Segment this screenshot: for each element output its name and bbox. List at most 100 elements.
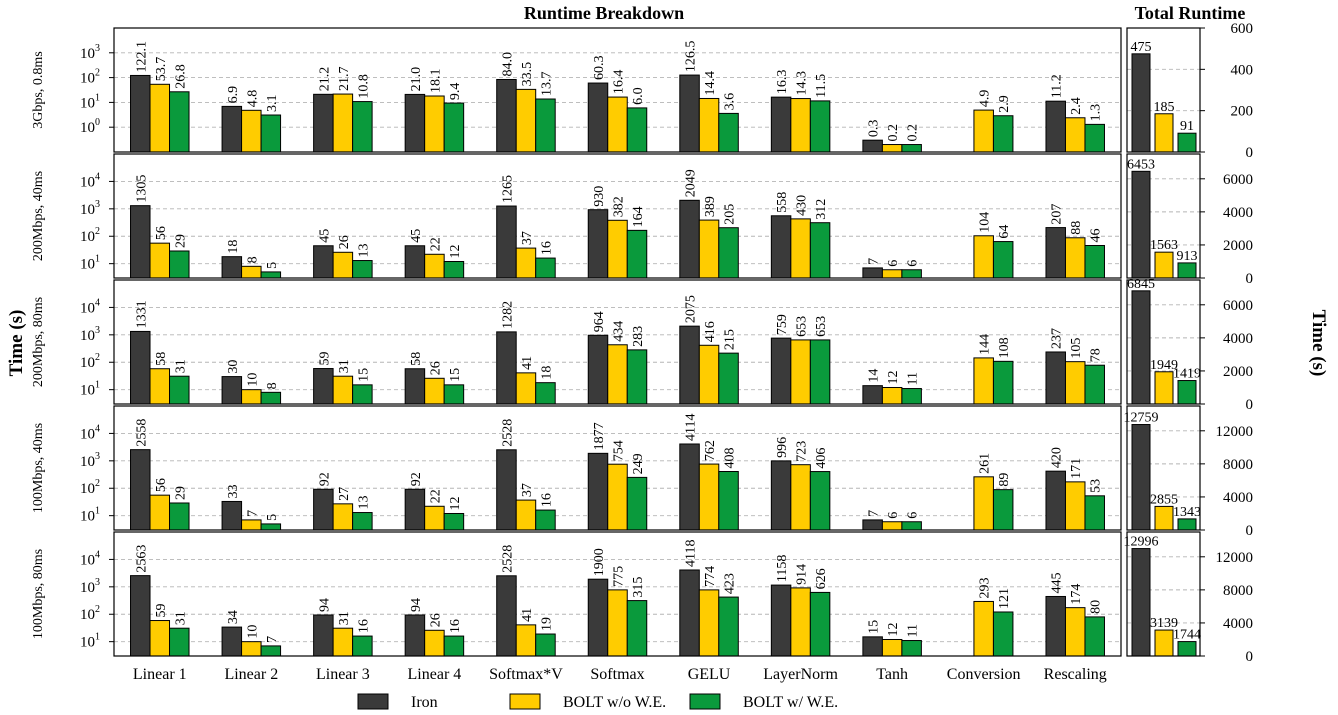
total-y-tick-label: 0 [1246,523,1254,539]
bar [405,246,425,278]
bar-value-label: 12 [448,496,463,510]
bar-value-label: 6.9 [226,86,241,104]
bar [974,477,994,530]
bar [1085,496,1105,530]
row-label: 200Mbps, 80ms [31,297,46,387]
bar-value-label: 1877 [592,422,607,450]
bar [810,340,830,404]
bar [425,506,445,530]
bar [242,110,262,152]
y-tick-label: 103 [80,325,100,344]
bar-value-label: 6 [906,260,921,267]
y-tick-exponent: 3 [95,199,100,210]
bar [810,592,830,656]
bar-value-label: 53 [1089,479,1104,493]
bar [444,261,464,278]
bar [242,266,262,278]
legend-label: BOLT w/ W.E. [743,694,838,711]
bar [425,254,445,278]
bar [882,639,902,656]
bar [314,94,334,152]
legend-swatch [510,694,540,709]
y-tick-exponent: 1 [95,254,100,265]
bar-value-label: 16 [539,241,554,255]
bar-value-label: 7 [867,258,882,265]
bar [150,369,170,404]
bar [314,615,334,656]
y-tick-label: 104 [80,549,100,568]
bar-value-label: 7 [867,510,882,517]
bar-value-label: 762 [703,440,718,461]
bar-value-label: 26 [428,613,443,627]
bar [516,89,536,152]
bar [627,350,647,404]
bar [993,242,1013,278]
bar [444,636,464,656]
total-bar-label: 12996 [1124,535,1159,550]
y-tick-exponent: 2 [95,68,100,79]
x-category-label: LayerNorm [763,666,838,683]
bar-value-label: 754 [612,440,627,461]
bar-value-label: 205 [723,204,738,225]
total-y-tick-label: 400 [1231,62,1254,78]
bar-value-label: 237 [1050,328,1065,349]
bar [680,326,700,404]
total-bar-label: 913 [1177,249,1198,264]
bar [222,501,242,530]
bar-value-label: 1.3 [1089,104,1104,122]
bar [131,75,151,152]
y-tick-label: 104 [80,171,100,190]
bar [353,385,373,404]
bar-value-label: 6 [886,260,901,267]
bar-value-label: 4.9 [978,90,993,108]
total-bar [1155,114,1173,152]
bar [536,634,556,656]
bar [974,601,994,656]
bar-value-label: 108 [997,337,1012,358]
y-tick-exponent: 3 [95,451,100,462]
bar-value-label: 13.7 [539,72,554,97]
bar-value-label: 6 [906,512,921,519]
bar [882,270,902,278]
bar [261,524,281,530]
bar [627,108,647,152]
bar [882,145,902,152]
total-bar-label: 1563 [1150,238,1178,253]
bar [699,98,719,152]
bar-value-label: 94 [409,598,424,612]
bar [791,99,811,152]
bar [810,472,830,530]
bar [680,200,700,278]
bar-value-label: 249 [631,453,646,474]
total-bar [1132,549,1150,656]
bar-value-label: 4118 [684,539,699,566]
total-runtime-title: Total Runtime [1135,3,1246,23]
total-bar [1132,291,1150,404]
bar [588,335,608,404]
row-label: 100Mbps, 80ms [31,549,46,639]
total-bar [1178,133,1196,152]
total-y-tick-label: 0 [1246,397,1254,413]
bar [333,94,353,152]
bar [150,621,170,656]
bar [699,345,719,404]
bar-value-label: 1282 [500,301,515,329]
row-label: 3Gbps, 0.8ms [31,51,46,128]
bar [974,358,994,404]
total-bar [1132,171,1150,278]
bar-value-label: 21.7 [337,67,352,92]
bar [444,385,464,404]
bar [791,340,811,404]
total-bar-label: 475 [1131,40,1152,55]
bar-value-label: 18 [539,366,554,380]
y-tick-label: 100 [80,117,100,136]
bar-value-label: 80 [1089,600,1104,614]
bar-value-label: 11.5 [814,74,829,98]
bar-value-label: 45 [317,229,332,243]
bar-value-label: 1158 [775,555,790,582]
bar [699,464,719,530]
bar-value-label: 27 [337,487,352,501]
legend: Iron BOLT w/o W.E. BOLT w/ W.E. [358,694,838,711]
bar [536,383,556,404]
bar [627,477,647,530]
